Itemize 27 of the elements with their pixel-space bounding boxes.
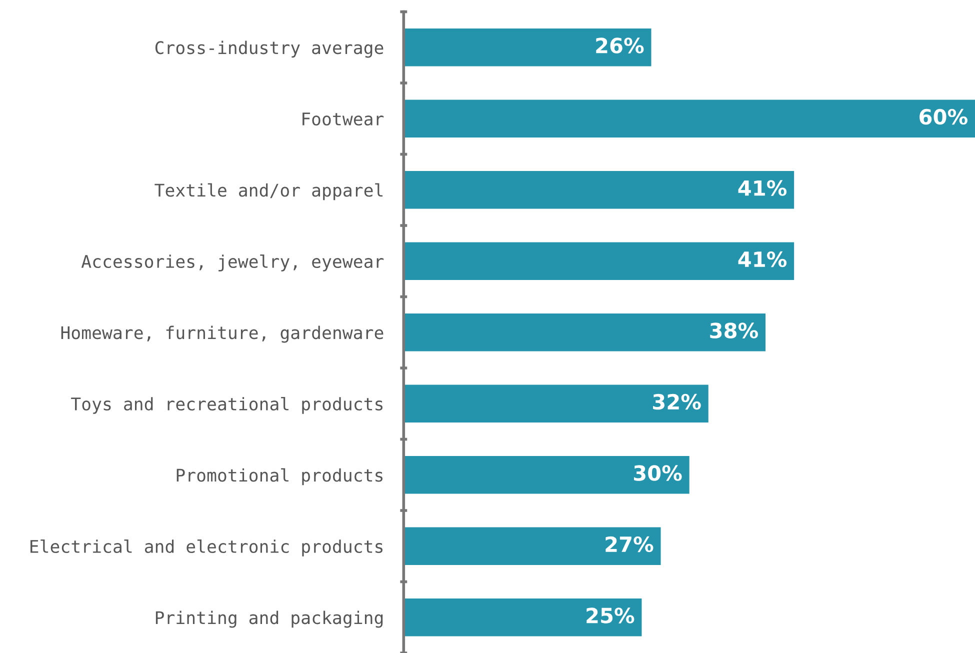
bar [404, 456, 690, 494]
y-tick-label: Homeware, furniture, gardenware [61, 326, 384, 343]
bar [404, 384, 708, 423]
data-label: 25% [586, 608, 634, 624]
bar [404, 242, 794, 280]
y-tick-label: Promotional products [176, 468, 382, 486]
y-tick-label: Toys and recreational products [71, 396, 382, 414]
bar [404, 598, 642, 636]
y-tick-label: Printing and packaging [156, 610, 383, 628]
y-tick-label: Footwear [302, 112, 384, 126]
bar [404, 100, 975, 138]
data-label: 38% [710, 322, 758, 338]
data-label: 27% [606, 536, 654, 552]
data-label: 41% [738, 251, 787, 268]
bar [404, 170, 794, 209]
bar [404, 28, 652, 66]
y-tick-label: Accessories, jewelry, eyewear [81, 254, 384, 272]
data-label: 41% [738, 180, 787, 196]
data-label: 60% [920, 108, 968, 125]
y-tick-label: Electrical and electronic products [30, 539, 382, 556]
data-label: 26% [596, 38, 644, 54]
bar [404, 313, 766, 352]
data-label: 30% [634, 465, 682, 481]
y-tick-label: Textile and/or apparel [154, 183, 383, 200]
y-tick-label: Cross-industry average [155, 40, 384, 58]
bar [404, 527, 661, 566]
data-label: 32% [653, 394, 701, 410]
